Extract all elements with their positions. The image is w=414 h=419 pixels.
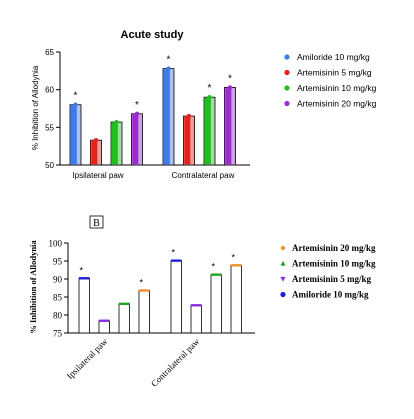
y-axis-label: % Inhibition of Allodynia [28, 240, 38, 334]
category-label: Contralateral paw [149, 336, 202, 389]
category-label: Contralateral paw [172, 171, 235, 180]
bar-top [231, 264, 242, 267]
bar [138, 290, 150, 334]
significance-mark: * [74, 91, 78, 102]
bar [230, 264, 242, 334]
significance-mark: * [135, 100, 139, 111]
legend-marker [280, 260, 286, 266]
y-tick-label: 60 [45, 86, 54, 95]
significance-mark: * [171, 248, 175, 258]
legend-marker [280, 291, 286, 298]
significance-mark: * [167, 55, 171, 66]
bar-marker [207, 95, 212, 100]
bar-fill [225, 88, 232, 165]
bar-marker [93, 137, 99, 143]
y-tick-label: 85 [53, 293, 63, 303]
bar-fill [132, 114, 139, 165]
y-tick-label: 95 [53, 257, 63, 267]
panel-label-box [89, 215, 104, 229]
legend-label: Artemisinin 10 mg/kg [297, 83, 377, 93]
legend-label: Artemisinin 10 mg/kg [292, 259, 376, 269]
chart-acute-study: Acute study % Inhibition of Allodynia 50… [31, 29, 377, 180]
significance-mark: * [79, 265, 83, 275]
bar-top [211, 273, 222, 276]
legend: Artemisinin 20 mg/kg Artemisinin 10 mg/kg… [280, 243, 376, 300]
bar-marker [114, 119, 119, 125]
significance-mark: * [208, 83, 212, 94]
bar-marker [166, 66, 171, 71]
bar-marker [134, 111, 140, 116]
legend-marker [284, 69, 290, 76]
chart-title: Acute study [121, 29, 185, 41]
legend-marker [284, 85, 290, 91]
bar [190, 304, 202, 334]
legend-marker [284, 54, 290, 60]
legend-marker [280, 245, 286, 251]
bar-marker [73, 102, 78, 107]
bar-top [79, 277, 90, 280]
bar-fill [163, 69, 170, 165]
y-tick-label: 65 [45, 48, 54, 57]
significance-mark: * [211, 262, 215, 272]
chart-panel-b: B % Inhibition of Allodynia 75 80 85 90 95 10… [28, 215, 376, 389]
y-tick-label: 75 [53, 329, 63, 339]
y-tick-label: 80 [53, 311, 63, 321]
legend-label: Artemisinin 20 mg/kg [297, 99, 377, 109]
legend: Amiloride 10 mg/kg Artemisinin 5 mg/kg Art… [284, 52, 377, 109]
bar [98, 320, 110, 334]
category-label: Ipsilateral paw [65, 336, 110, 381]
bar-fill [111, 122, 118, 165]
bar-fill [204, 98, 211, 165]
bar-top [119, 302, 130, 306]
bar-top [171, 259, 182, 262]
bar-top [99, 319, 110, 322]
significance-mark: * [228, 73, 232, 84]
significance-mark: * [231, 252, 235, 262]
bar [118, 303, 130, 334]
legend-marker [284, 100, 290, 107]
legend-label: Artemisinin 5 mg/kg [292, 274, 372, 284]
bar-fill [91, 140, 98, 165]
y-tick-label: 100 [49, 239, 63, 249]
y-tick-label: 55 [45, 123, 54, 132]
bar-fill [184, 116, 191, 165]
bar-marker [186, 113, 192, 119]
y-tick-label: 50 [45, 161, 54, 170]
legend-label: Amiloride 10 mg/kg [297, 52, 370, 62]
legend-marker [280, 276, 286, 282]
bar-top [139, 289, 150, 292]
bar-marker [227, 85, 233, 90]
significance-mark: * [139, 278, 143, 288]
bar-top [191, 304, 202, 307]
bar [210, 274, 222, 334]
legend-label: Amiloride 10 mg/kg [292, 290, 369, 300]
legend-label: Artemisinin 5 mg/kg [297, 68, 372, 78]
panel-label: B [93, 218, 100, 229]
bar [170, 260, 182, 334]
y-tick-label: 90 [53, 275, 63, 285]
bar-fill [70, 105, 77, 165]
category-label: Ipsilateral paw [72, 171, 123, 180]
y-axis-label: % Inhibition of Allodynia [31, 65, 40, 150]
bar [78, 277, 90, 334]
legend-label: Artemisinin 20 mg/kg [292, 243, 376, 253]
